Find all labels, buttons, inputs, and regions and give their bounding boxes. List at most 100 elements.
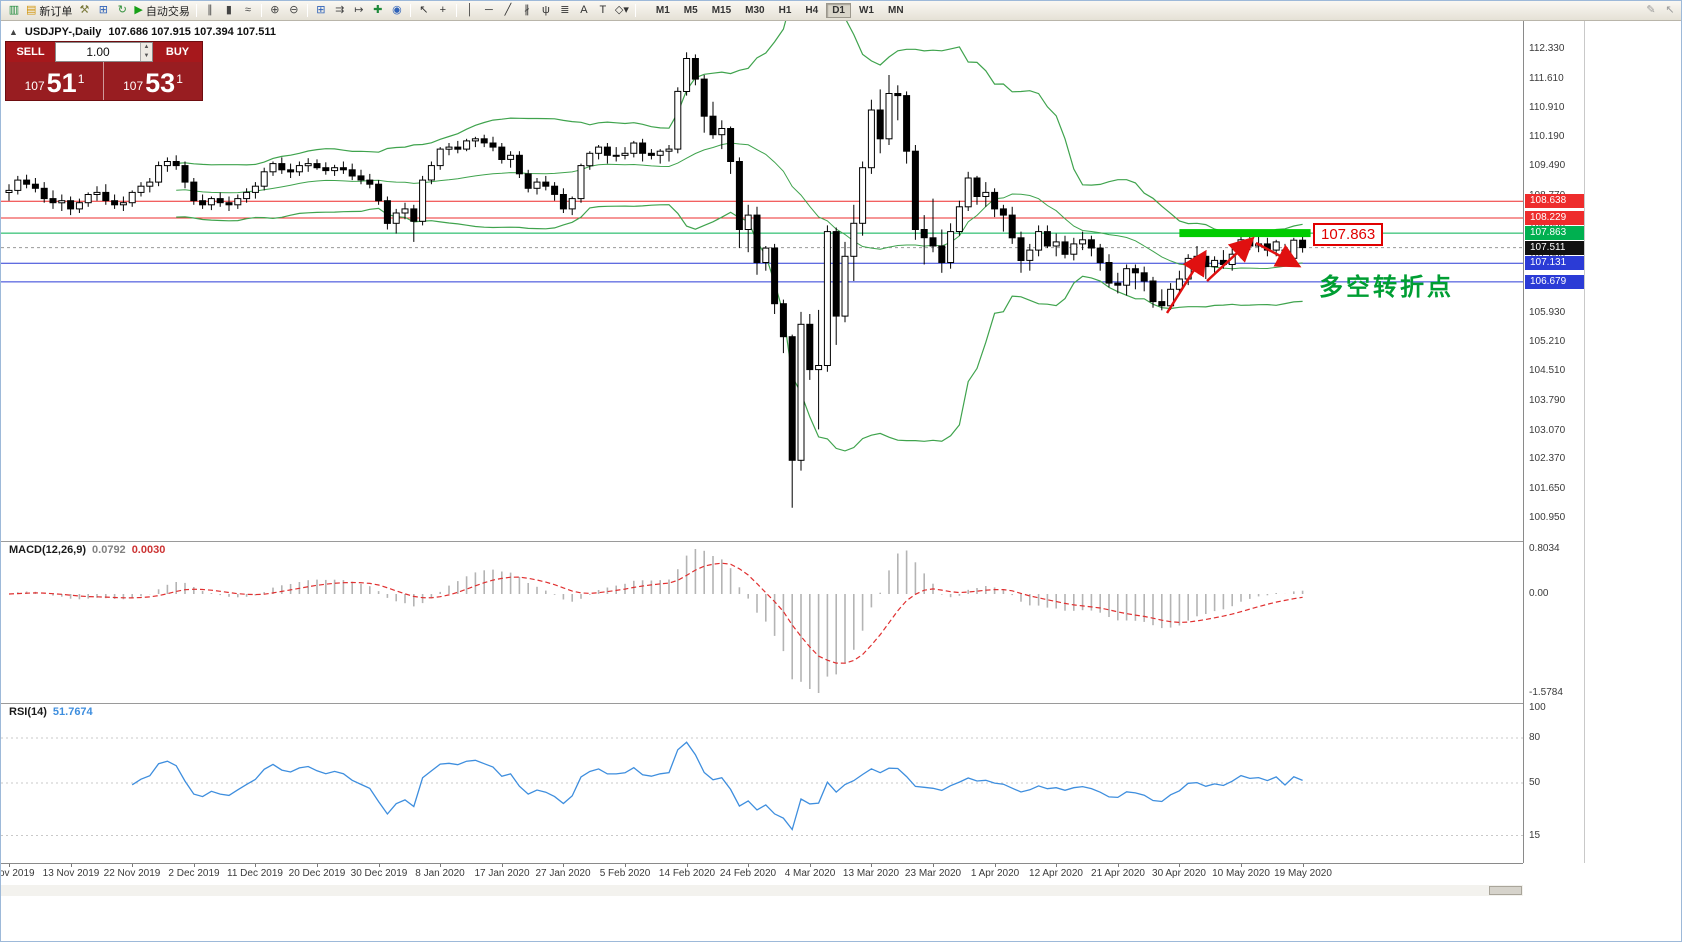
price-axis-tick: 109.490 (1529, 160, 1566, 171)
tile-windows-icon[interactable]: ⊞ (312, 2, 330, 19)
timeframe-h4[interactable]: H4 (805, 5, 819, 16)
rsi-label: RSI(14) 51.7674 (9, 706, 93, 718)
timeframe-m15[interactable]: M15 (711, 5, 732, 16)
date-label: 13 Nov 2019 (42, 868, 100, 879)
resistance-zone-bar[interactable] (1179, 229, 1311, 238)
zoom-out-icon[interactable]: ⊖ (285, 2, 303, 19)
shapes-icon[interactable]: ◇▾ (613, 2, 631, 19)
timeframe-d1[interactable]: D1 (826, 3, 851, 18)
bar-chart-icon: ∥ (207, 4, 213, 16)
horizontal-line-icon: ─ (484, 4, 493, 16)
price-axis-tick: -1.5784 (1529, 687, 1563, 698)
pointer-icon[interactable]: ↖ (1665, 4, 1675, 16)
trend-arrow[interactable] (1206, 236, 1255, 282)
date-label: 12 Apr 2020 (1029, 868, 1083, 879)
price-axis-tick: 105.930 (1529, 307, 1566, 318)
macd-histogram (16, 549, 1304, 693)
toolbar-separator (634, 4, 636, 17)
volume-up-icon[interactable]: ▲ (141, 43, 152, 52)
date-label: 30 Dec 2019 (350, 868, 408, 879)
rsi-value: 51.7674 (52, 706, 93, 718)
price-chart[interactable] (1, 21, 1523, 541)
macd-panel-chart[interactable] (1, 541, 1523, 703)
price-tag: 106.679 (1525, 275, 1584, 289)
date-label: 10 May 2020 (1212, 868, 1270, 879)
vertical-line-icon[interactable]: │ (461, 2, 479, 19)
price-axis-tick: 111.610 (1529, 73, 1564, 84)
one-click-trade-panel: SELL 1.00 ▲ ▼ BUY 107 51 1 107 53 1 (5, 41, 203, 101)
price-axis[interactable]: 112.330111.610110.910110.190109.490108.7… (1523, 21, 1585, 863)
date-tick (1241, 864, 1242, 867)
volume-down-icon[interactable]: ▼ (141, 52, 152, 61)
cycle-icon[interactable]: ◉ (388, 2, 406, 19)
buy-button[interactable]: BUY (153, 42, 202, 62)
date-label: 13 Mar 2020 (842, 868, 900, 879)
trendline-icon[interactable]: ╱ (499, 2, 517, 19)
timeframe-m30[interactable]: M30 (745, 5, 765, 16)
text-icon[interactable]: A (575, 2, 593, 19)
chart-window-icon[interactable]: ▥ (5, 2, 23, 19)
vertical-line-icon: │ (466, 4, 474, 16)
trend-arrow[interactable] (1165, 249, 1207, 314)
date-label: 17 Jan 2020 (474, 868, 530, 879)
price-callout-label[interactable]: 107.863 (1313, 223, 1384, 246)
label-icon[interactable]: T (594, 2, 612, 19)
date-label: 20 Dec 2019 (288, 868, 346, 879)
refresh-icon: ↻ (117, 4, 128, 16)
toolbar: ▥ ▤ 新订单 ⚒ ⊞ ↻ ▶ 自动交易 ∥ ▮ ≈ ⊕ ⊖ ⊞ ⇉ ↦ ✚ ◉ ↖ + │ ─ ╱ ∦ ψ ≣ A T ◇▾ M1 M5 M… (1, 1, 1681, 21)
toolbar-separator (409, 4, 411, 17)
bar-chart-icon[interactable]: ∥ (201, 2, 219, 19)
edit-icon[interactable]: ✎ (1646, 4, 1656, 16)
auto-scroll-icon[interactable]: ⇉ (331, 2, 349, 19)
date-label: 22 Nov 2019 (103, 868, 161, 879)
date-tick (502, 864, 503, 867)
line-chart-icon[interactable]: ≈ (239, 2, 257, 19)
date-tick (317, 864, 318, 867)
date-label: 11 Dec 2019 (227, 868, 283, 879)
new-order-button[interactable]: ▤ 新订单 (24, 2, 74, 19)
timeframe-h1[interactable]: H1 (778, 5, 792, 16)
autotrading-button[interactable]: ▶ 自动交易 (132, 2, 191, 19)
horizontal-line-icon[interactable]: ─ (480, 2, 498, 19)
market-watch-icon[interactable]: ⊞ (94, 2, 112, 19)
pitchfork-icon[interactable]: ψ (537, 2, 555, 19)
cursor-icon[interactable]: ↖ (415, 2, 433, 19)
volume-input[interactable]: 1.00 ▲ ▼ (55, 42, 153, 62)
one-click-collapse-toggle[interactable]: ▲ (9, 27, 18, 37)
timeframe-mn[interactable]: MN (887, 5, 904, 16)
crosshair-icon[interactable]: + (434, 2, 452, 19)
date-label: 24 Feb 2020 (719, 868, 777, 879)
volume-value[interactable]: 1.00 (86, 45, 110, 59)
timeframe-w1[interactable]: W1 (858, 5, 874, 16)
date-tick (687, 864, 688, 867)
rsi-panel-chart[interactable] (1, 703, 1523, 863)
horizontal-scrollbar[interactable] (1, 885, 1523, 896)
new-chart-icon[interactable]: ✚ (369, 2, 387, 19)
chart-shift-icon[interactable]: ↦ (350, 2, 368, 19)
bid-price[interactable]: 107 51 1 (6, 62, 104, 100)
price-axis-tick: 105.210 (1529, 336, 1566, 347)
channel-icon[interactable]: ∦ (518, 2, 536, 19)
sell-button[interactable]: SELL (6, 42, 55, 62)
timeframe-m5[interactable]: M5 (683, 5, 698, 16)
price-axis-tick: 103.070 (1529, 425, 1566, 436)
candle-chart-icon[interactable]: ▮ (220, 2, 238, 19)
turning-point-label[interactable]: 多空转折点 (1319, 274, 1454, 301)
bid-pipette: 1 (77, 72, 85, 86)
zoom-in-icon[interactable]: ⊕ (266, 2, 284, 19)
zoom-in-icon: ⊕ (270, 4, 280, 16)
price-tag: 107.863 (1525, 226, 1584, 240)
refresh-icon[interactable]: ↻ (113, 2, 131, 19)
metaeditor-icon[interactable]: ⚒ (75, 2, 93, 19)
ask-price[interactable]: 107 53 1 (104, 62, 202, 100)
channel-icon: ∦ (524, 4, 530, 16)
scrollbar-thumb[interactable] (1489, 886, 1522, 895)
date-tick (132, 864, 133, 867)
chart-shift-icon: ↦ (354, 4, 364, 16)
timeframe-m1[interactable]: M1 (655, 5, 670, 16)
shapes-icon: ◇▾ (614, 4, 629, 16)
trend-arrow[interactable] (1255, 241, 1302, 268)
fibonacci-icon[interactable]: ≣ (556, 2, 574, 19)
